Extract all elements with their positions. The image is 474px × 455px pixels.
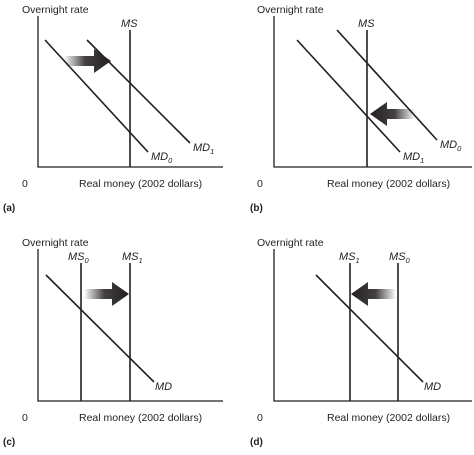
axes: [273, 249, 472, 402]
md1-label: MD1: [403, 151, 424, 165]
ms1-label: MS1: [122, 251, 143, 265]
panel-c: Overnight rate 0 Real money (2002 dollar…: [3, 237, 223, 448]
md-curve: [45, 274, 155, 383]
md1-label: MD1: [193, 142, 214, 156]
origin-label: 0: [257, 412, 263, 424]
md0-label: MD0: [151, 151, 173, 165]
ms0-label: MS0: [389, 251, 411, 265]
shift-arrow-left: [351, 282, 396, 306]
ms-label: MS: [358, 18, 375, 30]
origin-label: 0: [22, 178, 28, 190]
x-axis-label: Real money (2002 dollars): [327, 178, 450, 190]
y-axis-label: Overnight rate: [22, 4, 89, 16]
x-axis-label: Real money (2002 dollars): [327, 412, 450, 424]
origin-label: 0: [257, 178, 263, 190]
md0-label: MD0: [440, 139, 462, 153]
ms1-label: MS1: [339, 251, 360, 265]
ms0-label: MS0: [68, 251, 90, 265]
y-axis-label: Overnight rate: [257, 237, 324, 249]
ms-label: MS: [121, 18, 138, 30]
y-axis-label: Overnight rate: [22, 237, 89, 249]
panel-a: Overnight rate 0 Real money (2002 dollar…: [3, 4, 223, 214]
axes: [37, 249, 223, 402]
y-axis-label: Overnight rate: [257, 4, 324, 16]
shift-arrow-left: [370, 102, 415, 126]
md-label: MD: [155, 381, 172, 393]
axes: [37, 16, 223, 168]
panel-d: Overnight rate 0 Real money (2002 dollar…: [250, 237, 472, 448]
panel-label: (b): [250, 203, 263, 214]
x-axis-label: Real money (2002 dollars): [79, 178, 202, 190]
panel-label: (c): [3, 437, 15, 448]
shift-arrow-right: [64, 49, 111, 73]
origin-label: 0: [22, 412, 28, 424]
md-label: MD: [424, 381, 441, 393]
axes: [273, 16, 472, 168]
x-axis-label: Real money (2002 dollars): [79, 412, 202, 424]
md-curve: [315, 274, 424, 383]
panel-label: (d): [250, 437, 263, 448]
md1-curve: [296, 39, 401, 153]
md0-curve: [44, 39, 149, 153]
md0-curve: [336, 29, 438, 141]
panel-label: (a): [3, 203, 15, 214]
panel-b: Overnight rate 0 Real money (2002 dollar…: [250, 4, 472, 214]
shift-arrow-right: [84, 282, 129, 306]
